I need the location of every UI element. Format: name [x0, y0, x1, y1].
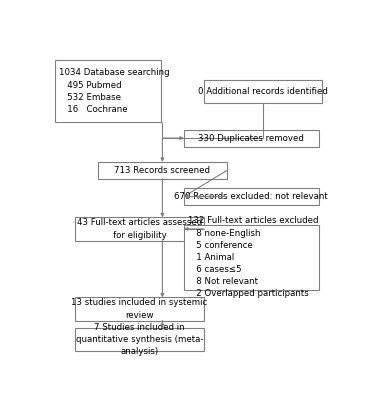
Text: 132 Full-text articles excluded
   8 none-English
   5 conference
   1 Animal
  : 132 Full-text articles excluded 8 none-E…	[188, 216, 319, 298]
FancyBboxPatch shape	[184, 188, 319, 205]
FancyBboxPatch shape	[75, 218, 204, 240]
Text: 7 Studies included in
quantitative synthesis (meta-
analysis): 7 Studies included in quantitative synth…	[76, 323, 203, 356]
Text: 43 Full-text articles assessed
for eligibility: 43 Full-text articles assessed for eligi…	[77, 218, 202, 240]
FancyBboxPatch shape	[184, 130, 319, 146]
Text: 713 Records screened: 713 Records screened	[114, 166, 211, 175]
FancyBboxPatch shape	[98, 162, 227, 179]
Text: 330 Duplicates removed: 330 Duplicates removed	[198, 134, 304, 142]
FancyBboxPatch shape	[75, 298, 204, 320]
FancyBboxPatch shape	[184, 225, 319, 290]
FancyBboxPatch shape	[204, 80, 322, 104]
Text: 13 studies included in systemic
review: 13 studies included in systemic review	[71, 298, 208, 320]
FancyBboxPatch shape	[75, 328, 204, 351]
Text: 670 Records excluded: not relevant: 670 Records excluded: not relevant	[174, 192, 328, 201]
Text: 0 Additional records identified: 0 Additional records identified	[198, 87, 328, 96]
Text: 1034 Database searching
   495 Pubmed
   532 Embase
   16   Cochrane: 1034 Database searching 495 Pubmed 532 E…	[59, 68, 170, 114]
FancyBboxPatch shape	[55, 60, 161, 122]
